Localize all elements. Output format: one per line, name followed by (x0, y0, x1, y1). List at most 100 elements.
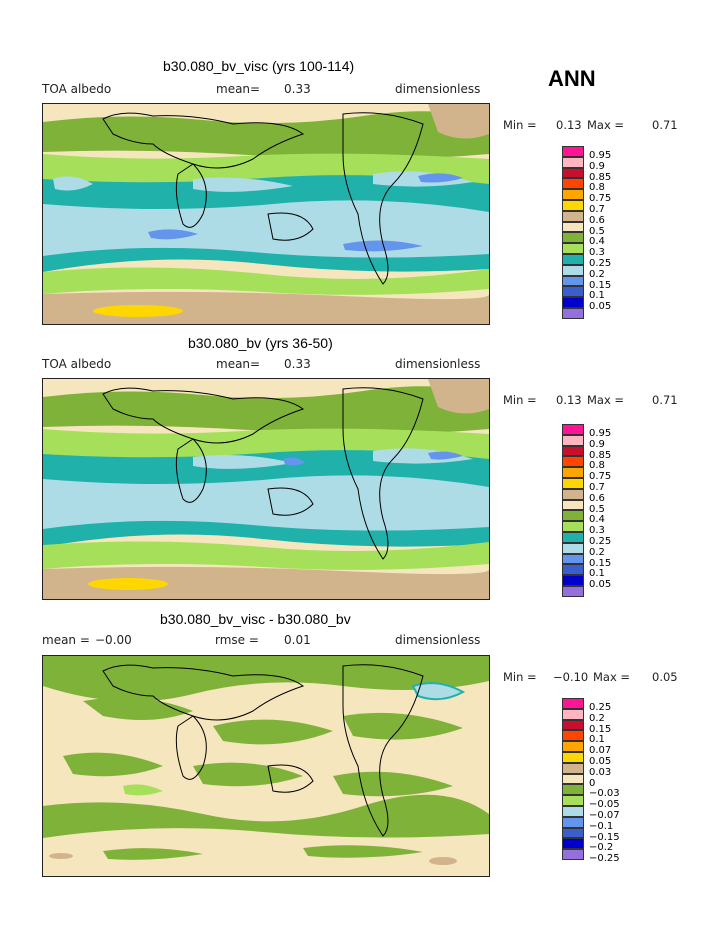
legend-swatch (562, 434, 584, 446)
legend-level-label: 0.95 (589, 150, 612, 161)
legend-level-label: 0.85 (589, 449, 612, 461)
legend-level-label: 0.05 (589, 301, 612, 313)
legend-level-label: 0 (589, 777, 596, 789)
legend-level-label: 0.2 (589, 268, 605, 280)
legend-level-label: 0.8 (589, 182, 605, 194)
panel-3-title: b30.080_bv_visc - b30.080_bv (160, 611, 351, 627)
panel-3-mean-value: −0.00 (95, 633, 132, 647)
legend-swatch (562, 189, 584, 200)
legend-swatch (562, 730, 584, 742)
legend-swatch (562, 445, 584, 457)
legend-level-label: 0.1 (589, 568, 605, 580)
legend-swatch (562, 762, 584, 774)
legend-level-label: 0.9 (589, 438, 605, 450)
panel-1-mean-label: mean= (216, 82, 261, 96)
legend-swatch (562, 773, 584, 785)
legend-swatch (562, 297, 584, 308)
legend-level-label: 0.03 (589, 766, 612, 778)
panel-2-title: b30.080_bv (yrs 36-50) (188, 335, 333, 351)
legend-level-label: 0.2 (589, 546, 605, 558)
legend-swatch (562, 553, 584, 565)
legend-swatch (562, 264, 584, 276)
legend-level-label: 0.6 (589, 214, 605, 226)
legend-swatch (562, 488, 584, 500)
legend-level-label: 0.85 (589, 171, 612, 183)
panel-1-map (42, 103, 490, 325)
legend-level-label: 0.15 (589, 279, 612, 291)
legend-swatch (562, 456, 584, 468)
legend-swatch (562, 178, 584, 190)
legend-level-label: 0.3 (589, 525, 605, 537)
legend-level-label: 0.7 (589, 481, 605, 493)
legend-swatch (562, 210, 584, 222)
panel-2-mean-value: 0.33 (284, 357, 311, 371)
legend-level-label: 0.3 (589, 247, 605, 259)
legend-swatch (562, 585, 584, 597)
legend-swatch (562, 510, 584, 522)
panel-2-units: dimensionless (395, 357, 481, 371)
legend-level-label: 0.75 (589, 471, 612, 483)
panel-3-units: dimensionless (395, 633, 481, 647)
legend-swatch (562, 827, 584, 839)
legend-level-label: −0.1 (589, 820, 614, 832)
legend-swatch (562, 521, 584, 532)
panel-3-rmse-label: rmse = (215, 633, 259, 647)
panel-2-max-value: 0.71 (652, 393, 678, 407)
legend-swatch (562, 805, 584, 817)
panel-2-map (42, 378, 490, 600)
legend-swatch (562, 286, 584, 298)
panel-2-variable: TOA albedo (42, 357, 112, 371)
legend-swatch (562, 424, 584, 435)
legend-swatch (562, 167, 584, 179)
panel-1-units: dimensionless (395, 82, 481, 96)
legend-level-label: 0.4 (589, 514, 605, 526)
legend-swatch (562, 708, 584, 720)
legend-swatch (562, 307, 584, 319)
legend-swatch (562, 232, 584, 244)
legend-level-label: −0.07 (589, 809, 620, 821)
legend-level-label: 0.5 (589, 225, 605, 237)
legend-swatch (562, 253, 584, 265)
legend-swatch (562, 698, 584, 709)
legend-level-label: 0.07 (589, 745, 612, 757)
legend-swatch (562, 741, 584, 752)
legend-swatch (562, 719, 584, 731)
legend-swatch (562, 784, 584, 796)
legend-swatch (562, 199, 584, 211)
legend-level-label: −0.15 (589, 831, 620, 843)
panel-2-min-label: Min = (503, 393, 537, 407)
panel-1-map-svg (43, 104, 489, 324)
panel-3-rmse-value: 0.01 (284, 633, 311, 647)
legend-swatch (562, 221, 584, 233)
legend-level-label: 0.15 (589, 557, 612, 569)
panel-3-mean-label: mean = (42, 633, 90, 647)
legend-level-label: 0.95 (589, 428, 612, 439)
panel-2-mean-label: mean= (216, 357, 261, 371)
legend-swatch (562, 542, 584, 554)
legend-level-label: 0.7 (589, 203, 605, 215)
legend-swatch (562, 499, 584, 511)
legend-level-label: 0.15 (589, 723, 612, 735)
legend-swatch (562, 275, 584, 287)
legend-level-label: 0.25 (589, 257, 612, 269)
legend-level-label: 0.05 (589, 579, 612, 591)
legend-level-label: −0.2 (589, 842, 614, 854)
legend-level-label: 0.2 (589, 712, 605, 724)
legend-level-label: −0.03 (589, 788, 620, 800)
legend-level-label: 0.25 (589, 702, 612, 713)
legend-level-label: 0.75 (589, 193, 612, 205)
legend-level-label: 0.05 (589, 755, 612, 767)
legend-level-label: 0.9 (589, 160, 605, 172)
legend-swatch (562, 575, 584, 586)
legend-level-label: 0.4 (589, 236, 605, 248)
legend-swatch (562, 564, 584, 576)
legend-level-label: −0.25 (589, 853, 620, 865)
panel-1-title: b30.080_bv_visc (yrs 100-114) (163, 58, 355, 74)
panel-1-min-value: 0.13 (556, 118, 582, 132)
panel-2-max-label: Max = (587, 393, 625, 407)
legend-level-label: 0.5 (589, 503, 605, 515)
legend-swatch (562, 531, 584, 543)
panel-2-map-svg (43, 379, 489, 599)
panel-3-min-label: Min = (503, 670, 537, 684)
legend-swatch (562, 146, 584, 157)
